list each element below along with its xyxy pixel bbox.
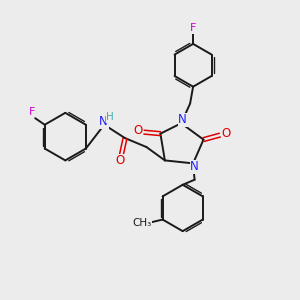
- Text: H: H: [106, 112, 114, 122]
- Text: N: N: [99, 115, 108, 128]
- Text: O: O: [116, 154, 124, 167]
- Text: O: O: [134, 124, 143, 137]
- Text: N: N: [190, 160, 199, 173]
- Text: F: F: [190, 23, 196, 33]
- Text: CH₃: CH₃: [132, 218, 152, 227]
- Text: O: O: [221, 127, 230, 140]
- Text: F: F: [29, 107, 35, 117]
- Text: N: N: [178, 113, 187, 126]
